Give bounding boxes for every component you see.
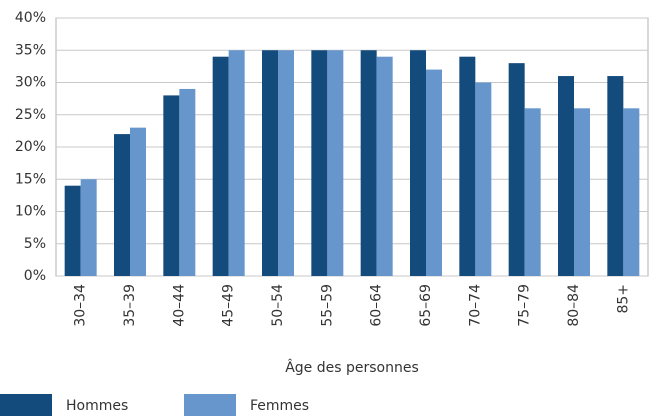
- x-tick-label: 30–34: [73, 284, 89, 327]
- legend-swatch: [0, 394, 52, 416]
- x-tick-label: 40–44: [171, 284, 187, 327]
- x-tick-label: 35–39: [122, 284, 138, 327]
- bar: [64, 185, 81, 276]
- bar: [262, 50, 278, 276]
- x-tick-label: 70–74: [467, 284, 483, 327]
- bar: [212, 56, 229, 277]
- bar: [80, 179, 97, 276]
- bar: [179, 88, 196, 276]
- y-tick-label: 5%: [24, 236, 46, 252]
- bar: [426, 69, 442, 276]
- x-axis-title: Âge des personnes: [285, 358, 419, 376]
- legend-swatch: [184, 394, 236, 416]
- bar: [607, 76, 624, 276]
- bar: [475, 82, 492, 276]
- bar: [574, 108, 590, 276]
- x-tick-label: 85+: [615, 284, 631, 314]
- bar: [327, 50, 344, 276]
- x-tick-label: 50–54: [270, 284, 286, 327]
- y-tick-label: 15%: [15, 171, 46, 187]
- legend-label: Hommes: [66, 398, 128, 414]
- bar: [558, 76, 574, 276]
- y-tick-label: 25%: [15, 107, 46, 123]
- x-tick-label: 45–49: [221, 284, 237, 327]
- y-tick-label: 10%: [15, 204, 46, 220]
- y-tick-label: 35%: [15, 42, 46, 58]
- x-tick-label: 80–84: [566, 284, 582, 327]
- bar: [130, 127, 146, 277]
- bar: [311, 50, 328, 276]
- bar: [459, 56, 476, 277]
- bar: [163, 95, 180, 277]
- x-tick-label: 60–64: [369, 284, 385, 327]
- bar: [508, 63, 525, 277]
- bar: [524, 108, 541, 276]
- x-tick-label: 75–79: [517, 284, 533, 327]
- y-tick-label: 0%: [24, 268, 46, 284]
- bar: [410, 50, 426, 276]
- bar: [360, 50, 377, 276]
- bar: [114, 134, 130, 276]
- bar: [278, 50, 294, 276]
- y-tick-label: 20%: [15, 139, 46, 155]
- x-tick-label: 65–69: [418, 284, 434, 327]
- bar: [228, 50, 245, 276]
- bar: [376, 56, 393, 277]
- x-tick-label: 55–59: [319, 284, 335, 327]
- y-tick-label: 40%: [15, 10, 46, 26]
- bar: [623, 108, 640, 276]
- y-tick-label: 30%: [15, 75, 46, 91]
- legend-label: Femmes: [250, 398, 309, 414]
